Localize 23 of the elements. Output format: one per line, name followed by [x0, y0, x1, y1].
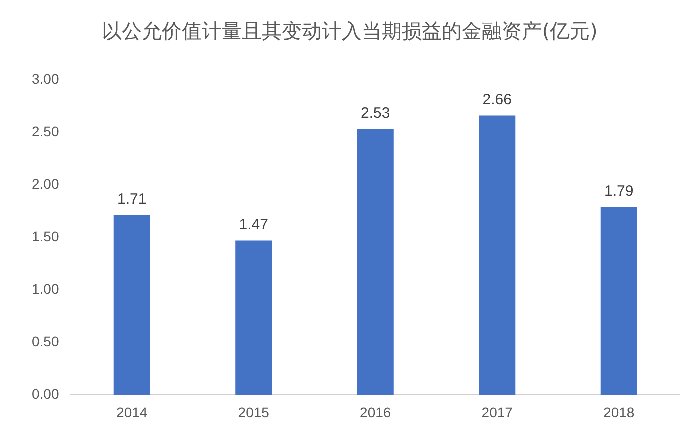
y-tick-label: 0.50	[32, 334, 60, 350]
data-label: 2.66	[482, 91, 512, 108]
x-tick-label: 2017	[482, 404, 514, 420]
y-tick-label: 3.00	[32, 70, 60, 87]
y-tick-label: 1.00	[32, 280, 60, 297]
bar	[357, 129, 394, 396]
chart-title: 以公允价值计量且其变动计入当期损益的金融资产(亿元)	[101, 18, 599, 45]
data-label: 1.79	[604, 182, 634, 200]
y-tick-label: 2.00	[32, 176, 60, 192]
bar	[236, 240, 272, 396]
x-tick-label: 2015	[238, 404, 270, 420]
x-tick-label: 2016	[360, 404, 392, 420]
y-tick-label: 1.50	[32, 228, 60, 244]
x-tick-label: 2018	[604, 404, 635, 420]
data-label: 1.47	[239, 216, 268, 234]
bar	[600, 207, 638, 396]
x-tick-label: 2014	[116, 404, 148, 420]
bar	[114, 216, 150, 396]
data-label: 1.71	[118, 191, 147, 208]
y-tick-label: 2.50	[32, 123, 60, 140]
y-tick-label: 0.00	[32, 386, 60, 402]
data-label: 2.53	[361, 105, 390, 122]
bar	[479, 116, 516, 396]
